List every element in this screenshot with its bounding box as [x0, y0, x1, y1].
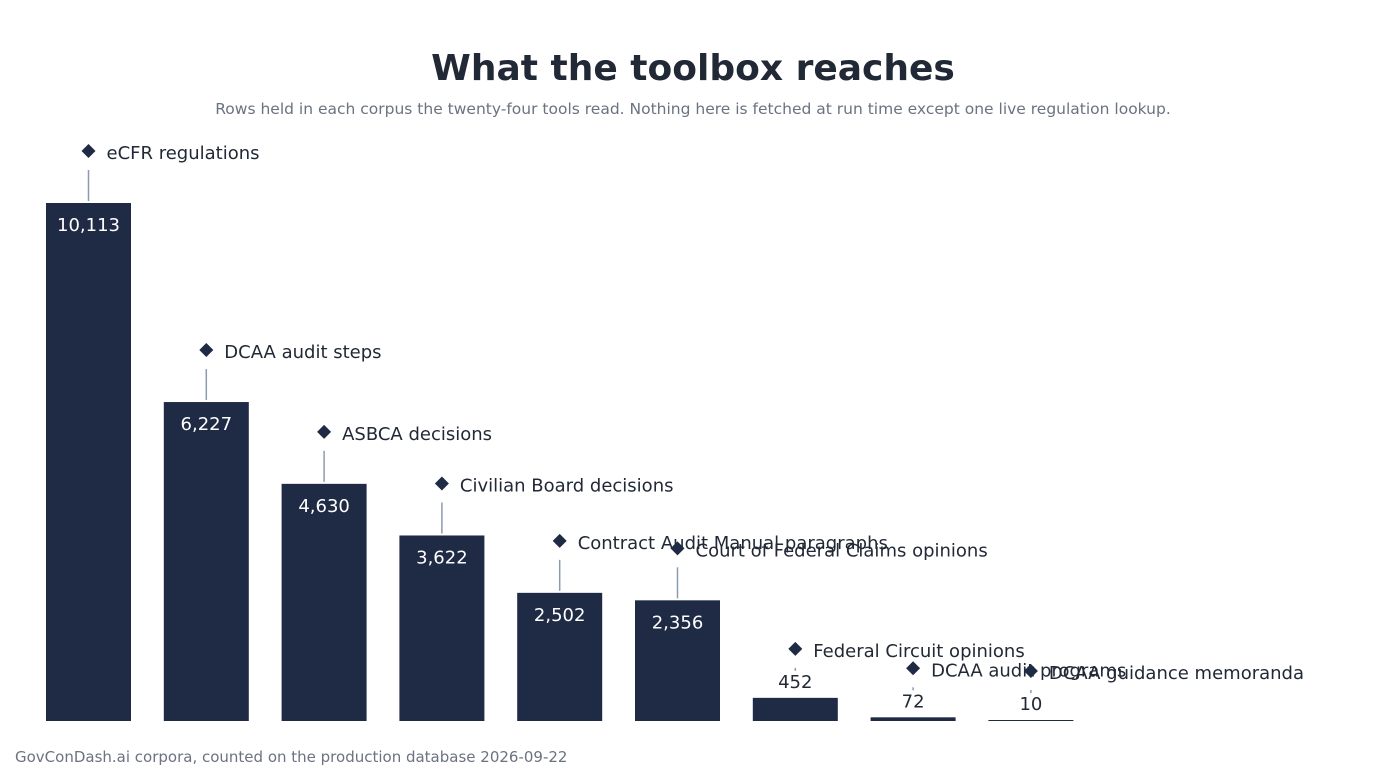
bar — [163, 402, 249, 721]
source-footer: GovConDash.ai corpora, counted on the pr… — [15, 748, 568, 766]
diamond-marker-icon — [317, 424, 332, 439]
diamond-marker-icon — [552, 533, 567, 548]
diamond-marker-icon — [199, 343, 214, 358]
category-label: DCAA guidance memoranda — [1049, 663, 1304, 684]
category-label: eCFR regulations — [107, 143, 260, 164]
bar — [46, 203, 131, 721]
diamond-marker-icon — [81, 144, 96, 158]
bar — [988, 720, 1074, 721]
bar — [281, 483, 367, 721]
bar — [870, 717, 956, 721]
category-label: ASBCA decisions — [342, 424, 492, 445]
category-label: Contract Audit Manual paragraphs — [578, 533, 888, 554]
bar — [517, 592, 603, 721]
category-label: Civilian Board decisions — [460, 475, 674, 496]
value-label: 72 — [902, 691, 925, 712]
diamond-marker-icon — [1023, 664, 1038, 678]
value-label: 2,356 — [652, 612, 704, 633]
bar — [635, 600, 720, 721]
bar — [752, 697, 838, 721]
diamond-marker-icon — [434, 476, 449, 491]
value-label: 3,622 — [416, 547, 468, 568]
diamond-marker-icon — [788, 641, 803, 656]
category-label: Court of Federal Claims opinions — [696, 540, 988, 561]
value-label: 452 — [778, 672, 812, 693]
category-label: Federal Circuit opinions — [813, 641, 1024, 662]
category-label: DCAA audit steps — [224, 342, 381, 363]
bar — [399, 535, 485, 721]
value-label: 4,630 — [298, 496, 350, 517]
value-label: 10 — [1019, 694, 1042, 715]
diamond-marker-icon — [906, 661, 921, 676]
chart-title: What the toolbox reaches — [431, 48, 955, 89]
value-label: 2,502 — [534, 605, 586, 626]
diamond-marker-icon — [670, 541, 685, 556]
chart-subtitle: Rows held in each corpus the twenty-four… — [215, 100, 1171, 118]
value-label: 10,113 — [57, 215, 120, 236]
value-label: 6,227 — [181, 414, 233, 435]
